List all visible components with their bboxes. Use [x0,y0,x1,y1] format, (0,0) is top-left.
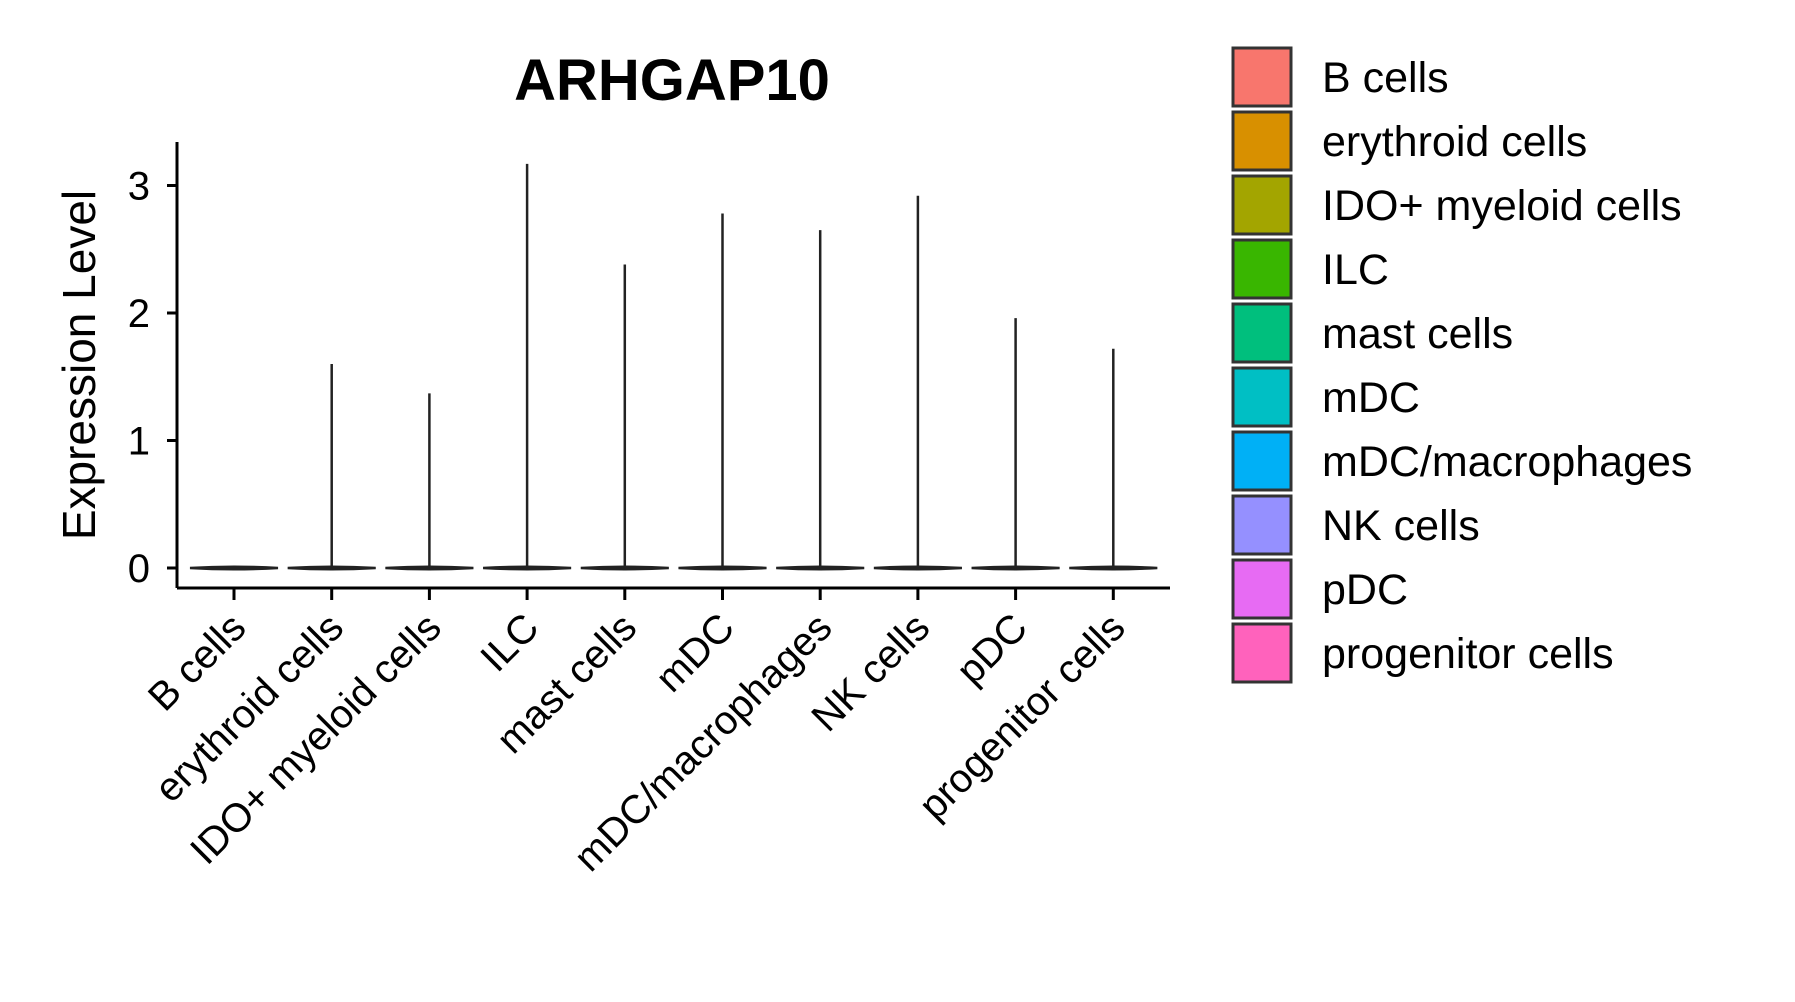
legend-swatch [1231,174,1293,236]
legend-label: B cells [1322,54,1449,102]
y-axis-label: Expression Level [53,190,105,540]
violin-erythroid-cells [287,364,376,571]
violin-pdc [971,318,1060,571]
legend-swatch [1231,46,1293,108]
legend-label: pDC [1322,566,1408,614]
legend-label: ILC [1322,246,1389,294]
violin-ido-myeloid-cells [385,393,474,571]
y-tick-label: 1 [128,420,150,464]
violin-mdc [678,213,767,571]
legend: B cells erythroid cells IDO+ myeloid cells… [1231,46,1692,684]
x-tick-label: ILC [472,605,547,680]
legend-swatch [1231,622,1293,684]
violin-ilc [483,163,572,571]
violin-body [189,565,279,571]
violins-group [189,163,1158,571]
legend-label: IDO+ myeloid cells [1322,182,1682,230]
violin-b-cells [189,565,279,571]
legend-swatch [1231,430,1293,492]
violin-progenitor-cells [1069,348,1158,571]
legend-swatch [1231,110,1293,172]
legend-label: mDC/macrophages [1322,438,1692,486]
y-tick-label: 2 [128,292,150,336]
legend-label: progenitor cells [1322,630,1614,678]
legend-swatch [1231,494,1293,556]
legend-swatch [1231,238,1293,300]
chart-title: ARHGAP10 [514,48,830,113]
y-tick-label: 3 [128,165,150,209]
legend-label: mast cells [1322,310,1513,358]
violin-nk-cells [873,195,962,571]
x-tick-label: pDC [948,605,1036,693]
legend-swatch [1231,558,1293,620]
legend-swatch [1231,366,1293,428]
violin-mdc-macrophages [776,230,865,571]
legend-label: mDC [1322,374,1420,422]
y-ticks-group: 0 1 2 3 [128,165,177,591]
legend-label: erythroid cells [1322,118,1587,166]
violin-mast-cells [580,264,669,571]
legend-label: NK cells [1322,502,1480,550]
legend-swatch [1231,302,1293,364]
y-tick-label: 0 [128,547,150,591]
